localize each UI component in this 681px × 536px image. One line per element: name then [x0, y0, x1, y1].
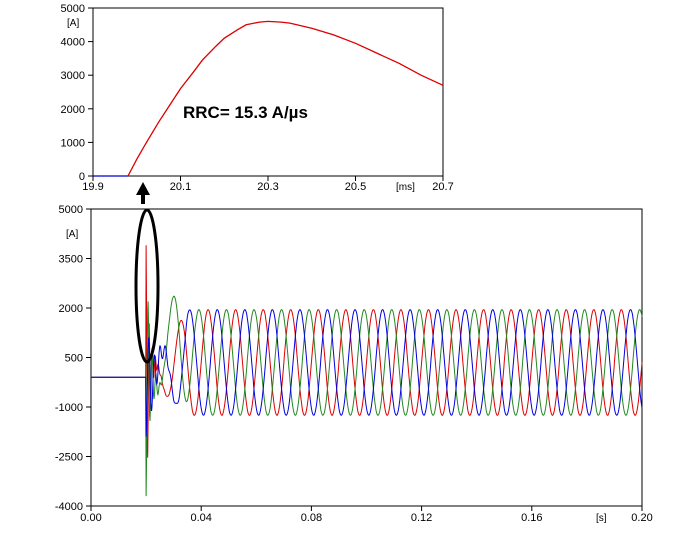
x-tick-label: 0.20: [631, 512, 652, 524]
zoom-plot-area: [92, 7, 444, 177]
zoom-series-line: [127, 20, 444, 177]
zoom-ticks: 0 1000 2000 3000 4000 5000 19.9 20.1 20.3 20.5 20.…: [61, 3, 454, 193]
zoom-chart: 0 1000 2000 3000 4000 5000 19.9 20.1 20.3 20.5 20.…: [61, 3, 454, 193]
y-tick-label: -4000: [55, 501, 83, 513]
zoom-x-unit-label: [ms]: [396, 182, 415, 193]
x-tick-label: 0.12: [411, 512, 432, 524]
rrc-annotation: RRC= 15.3 A/µs: [183, 103, 308, 122]
x-tick-label: 19.9: [82, 181, 103, 193]
y-tick-label: 3000: [61, 70, 85, 82]
y-tick-label: 500: [65, 353, 83, 365]
phase-current-line: [91, 309, 643, 437]
y-tick-label: 4000: [61, 37, 85, 49]
y-tick-label: 0: [79, 171, 85, 183]
main-x-unit-label: [s]: [596, 513, 607, 524]
x-tick-label: 20.1: [170, 181, 191, 193]
zoom-arrow: [136, 182, 150, 204]
y-tick-label: 2000: [59, 303, 83, 315]
y-tick-label: 5000: [61, 3, 85, 15]
x-tick-label: 0.04: [190, 512, 211, 524]
phase-current-line: [91, 295, 643, 497]
main-lines: [91, 245, 643, 497]
y-tick-label: 5000: [59, 204, 83, 216]
x-tick-label: 0.08: [301, 512, 322, 524]
y-tick-label: -1000: [55, 402, 83, 414]
y-tick-label: 2000: [61, 104, 85, 116]
phase-current-line: [91, 245, 643, 458]
zoom-lines: [93, 20, 444, 177]
x-tick-label: 0.00: [80, 512, 101, 524]
y-tick-label: 3500: [59, 254, 83, 266]
y-tick-label: -2500: [55, 452, 83, 464]
main-y-unit-label: [A]: [66, 229, 78, 240]
x-tick-label: 0.16: [521, 512, 542, 524]
transient-highlight-ellipse: [134, 208, 160, 364]
x-tick-label: 20.7: [432, 181, 453, 193]
main-ticks: -4000 -2500 -1000 500 2000 3500 5000 0.00 0.04 0.…: [55, 204, 653, 524]
x-tick-label: 20.5: [345, 181, 366, 193]
zoom-y-unit-label: [A]: [67, 18, 79, 29]
arrow-head-icon: [136, 182, 150, 195]
main-chart: -4000 -2500 -1000 500 2000 3500 5000 0.00 0.04 0.…: [55, 204, 653, 524]
x-tick-label: 20.3: [257, 181, 278, 193]
y-tick-label: 1000: [61, 137, 85, 149]
